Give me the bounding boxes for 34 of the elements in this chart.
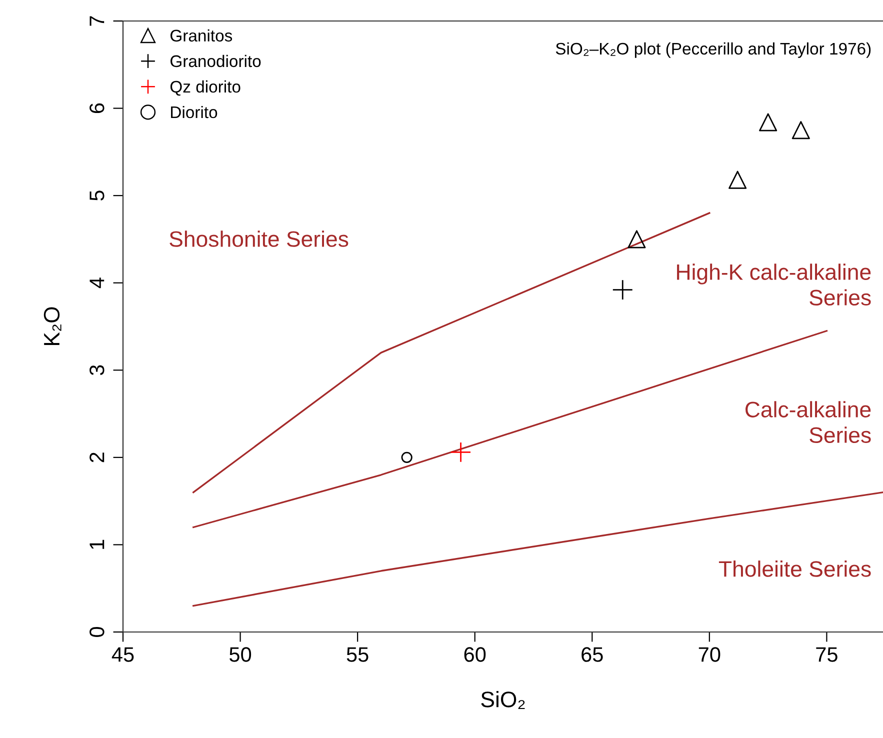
x-tick-label: 55 [346,647,368,662]
y-tick-label: 6 [90,103,104,114]
x-tick-label: 60 [464,647,486,662]
y-tick-label: 7 [90,16,104,26]
annotation: Shoshonite Series [170,230,348,247]
x-tick-label: 70 [698,647,720,662]
point [612,279,634,300]
point [759,113,778,132]
legend-label: Granodiorito [170,54,261,68]
point [401,452,412,463]
legend-label: Diorito [171,106,218,118]
legend-label: Qz diorito [170,80,240,96]
y-tick-label: 3 [90,365,104,376]
point [728,170,747,189]
text: SiO₂–K₂O plot (Peccerillo and Taylor 1976) [556,42,871,58]
y-tick-label: 2 [90,452,104,462]
point [792,121,810,140]
annotation: Calc-alkaline Series [746,401,871,443]
x-axis-title: SiO₂ [481,691,525,710]
annotation: High-K calc-alkaline Series [677,264,871,306]
y-tick-label: 5 [90,190,104,201]
x-tick-label: 75 [816,647,838,662]
x-tick-label: 45 [112,647,134,662]
y-tick-label: 4 [90,278,104,288]
y-axis-title: K₂O [44,307,62,346]
point [628,230,646,248]
annotation: Tholeiite Series [718,560,871,577]
x-tick-label: 50 [230,647,252,662]
legend-label: Granitos [170,29,232,42]
point [450,442,472,463]
x-tick-label: 65 [582,647,603,662]
line-series [192,492,883,607]
y-tick-label: 0 [90,627,104,637]
y-tick-label: 1 [90,540,104,549]
